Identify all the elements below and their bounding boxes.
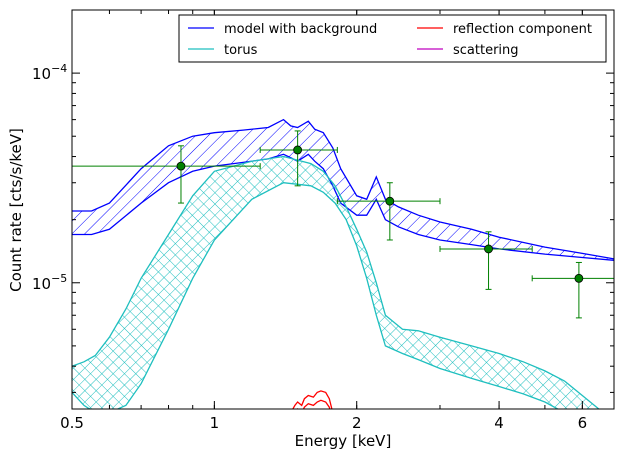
point-marker bbox=[574, 273, 584, 283]
x-tick-label: 0.5 bbox=[60, 414, 84, 432]
point-marker bbox=[484, 244, 493, 254]
band-upper-model-with-background bbox=[72, 118, 614, 260]
legend-label-scattering: scattering bbox=[453, 43, 519, 58]
data-points-layer bbox=[72, 130, 614, 319]
x-tick-labels: 0.5 1 2 4 6 bbox=[60, 414, 587, 432]
legend-label-torus: torus bbox=[224, 43, 258, 58]
band-lower-torus bbox=[72, 182, 560, 409]
y-tick-label: 10−5 bbox=[32, 272, 67, 293]
band-torus bbox=[72, 156, 599, 409]
data-point-5 bbox=[531, 261, 614, 319]
legend-label-model: model with background bbox=[224, 22, 377, 37]
point-marker bbox=[176, 161, 186, 171]
y-tick-labels: 10−510−4 bbox=[32, 62, 67, 293]
major-ticks bbox=[71, 10, 614, 409]
tick-base: 10 bbox=[32, 275, 51, 293]
data-point-2 bbox=[259, 130, 338, 187]
x-tick-label: 4 bbox=[494, 414, 504, 432]
band-lower-model-with-background bbox=[72, 153, 614, 261]
x-tick-label: 1 bbox=[210, 414, 220, 432]
x-tick-label: 2 bbox=[352, 414, 362, 432]
x-axis-title: Energy [keV] bbox=[295, 432, 392, 450]
series-layer bbox=[72, 118, 614, 409]
data-point-4 bbox=[439, 231, 533, 290]
tick-exponent: −5 bbox=[51, 272, 67, 285]
x-tick-label: 6 bbox=[578, 414, 588, 432]
band-model-with-background bbox=[72, 119, 614, 261]
legend-box bbox=[178, 14, 607, 63]
y-axis-title: Count rate [cts/s/keV] bbox=[7, 128, 25, 292]
tick-base: 10 bbox=[32, 65, 51, 83]
tick-exponent: −4 bbox=[51, 62, 67, 75]
plot-frame bbox=[71, 9, 615, 410]
data-point-3 bbox=[336, 182, 441, 241]
data-point-1 bbox=[72, 145, 261, 204]
legend: model with background torus reflection c… bbox=[178, 14, 607, 63]
y-tick-label: 10−4 bbox=[32, 62, 67, 83]
band-upper-torus bbox=[72, 155, 600, 409]
band-lower-reflection-component bbox=[296, 399, 331, 409]
point-marker bbox=[293, 145, 303, 155]
legend-label-reflection: reflection component bbox=[453, 22, 592, 37]
band-upper-reflection-component bbox=[292, 390, 333, 409]
point-marker bbox=[385, 196, 395, 206]
